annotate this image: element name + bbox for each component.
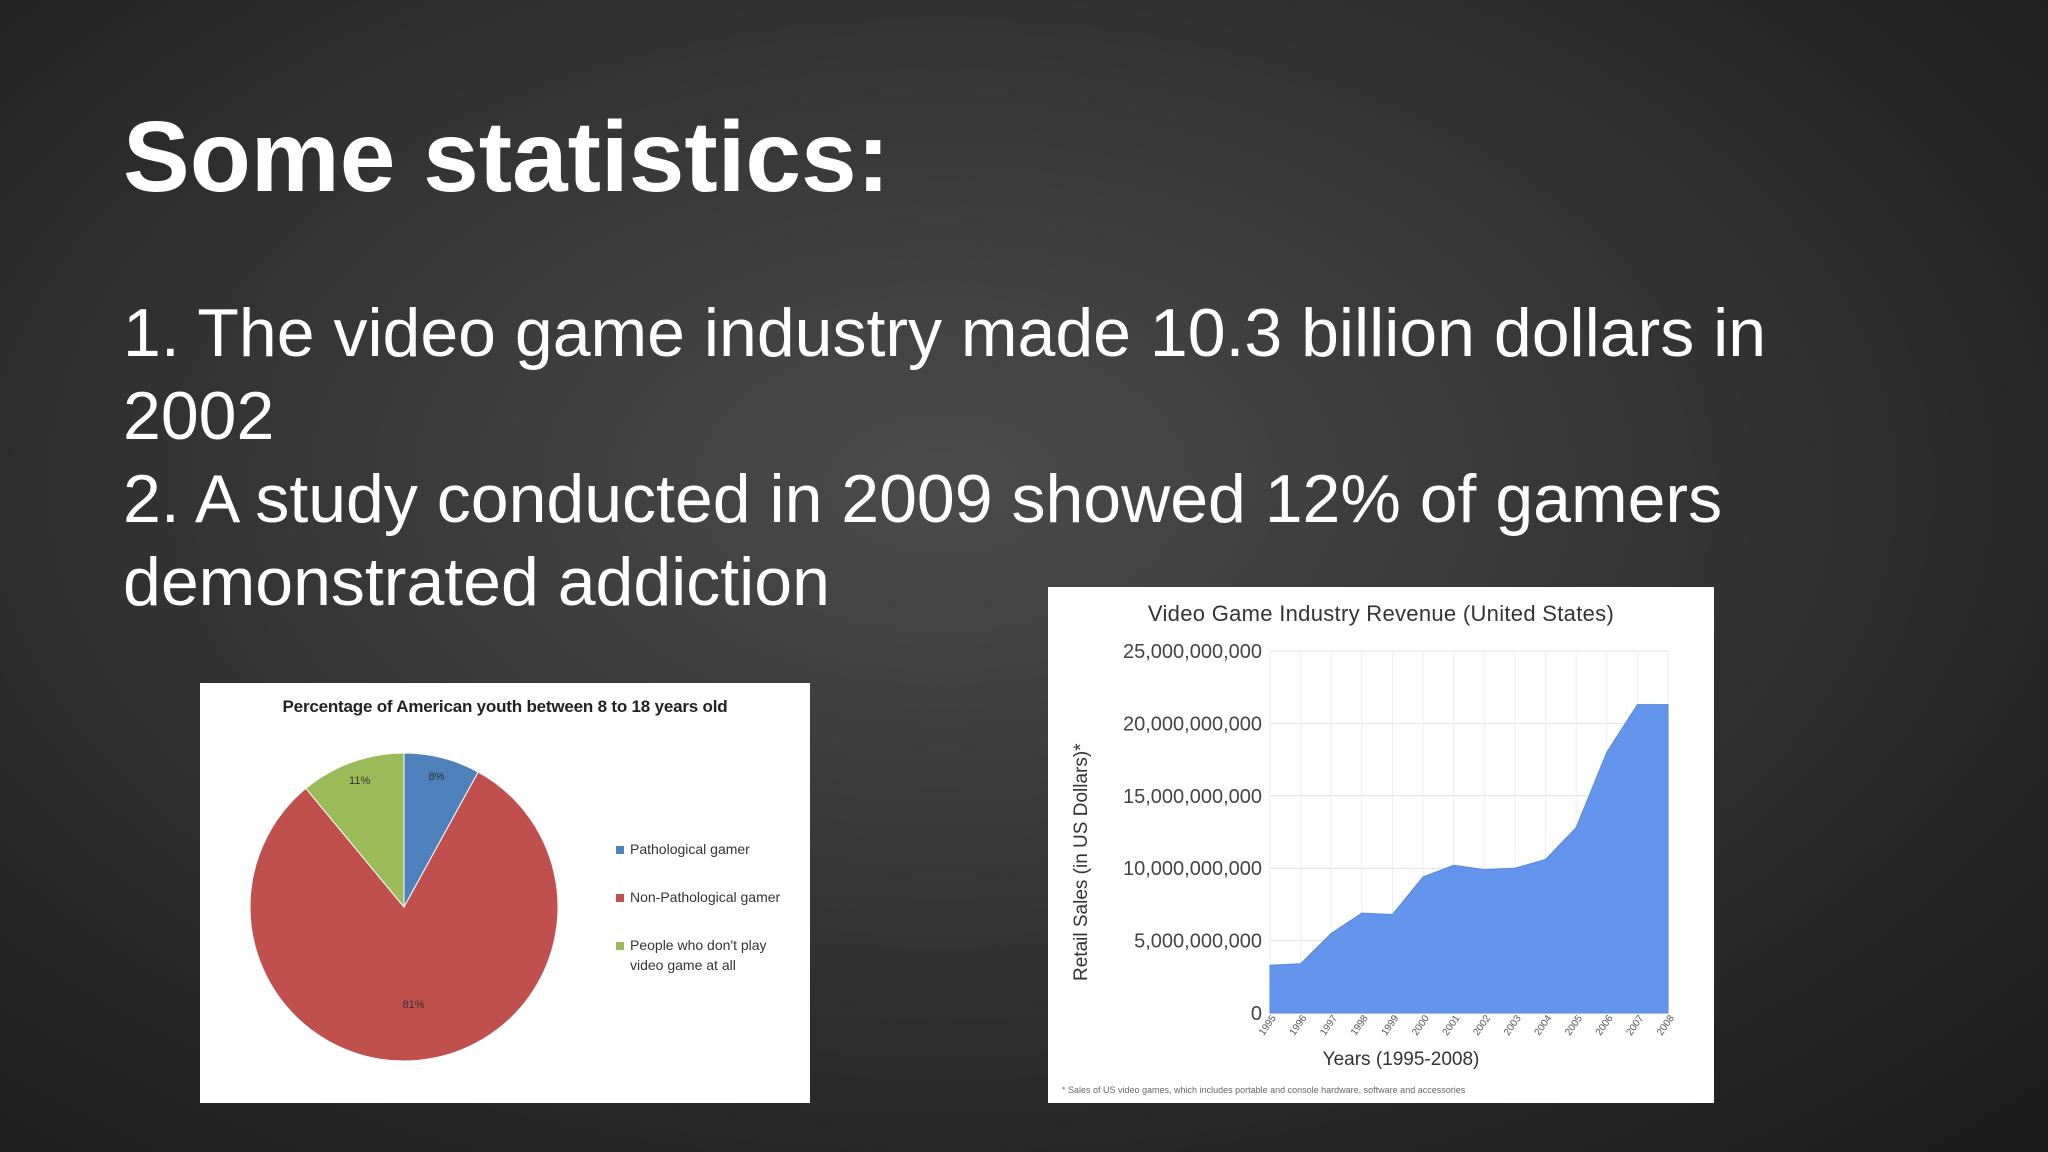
x-tick-label: 2007 — [1624, 1013, 1646, 1038]
y-tick-label: 5,000,000,000 — [1134, 931, 1262, 953]
legend-label-line2: video game at all — [630, 957, 736, 973]
x-tick-label: 2001 — [1441, 1013, 1463, 1038]
pie-data-label: 8% — [429, 771, 445, 783]
x-tick-label: 2003 — [1502, 1013, 1524, 1038]
x-tick-label: 1998 — [1349, 1013, 1371, 1038]
x-tick-label: 2006 — [1594, 1013, 1616, 1038]
legend-label: Pathological gamer — [630, 841, 750, 857]
body-line: 1. The video game industry made 10.3 bil… — [123, 295, 1767, 371]
pie-chart-title: Percentage of American youth between 8 t… — [282, 697, 728, 716]
y-tick-label: 0 — [1251, 1003, 1262, 1025]
revenue-area-series — [1269, 704, 1669, 1014]
legend-swatch — [616, 894, 624, 903]
pie-slice — [305, 752, 405, 909]
x-tick-label: 2002 — [1471, 1013, 1493, 1038]
pie-data-label: 81% — [403, 999, 425, 1011]
legend-item: Pathological gamer — [616, 839, 750, 859]
slide-body: 1. The video game industry made 10.3 bil… — [123, 292, 1823, 624]
revenue-chart-title: Video Game Industry Revenue (United Stat… — [1147, 601, 1615, 626]
pie-chart-panel: Percentage of American youth between 8 t… — [200, 683, 810, 1103]
legend-swatch — [616, 846, 624, 855]
revenue-x-axis-label: Years (1995-2008) — [1322, 1049, 1480, 1070]
slide-title: Some statistics: — [123, 101, 890, 213]
body-line: 2002 — [123, 378, 275, 454]
x-tick-label: 1996 — [1288, 1013, 1310, 1038]
y-tick-label: 20,000,000,000 — [1123, 713, 1262, 735]
legend-label: Non-Pathological gamer — [630, 889, 781, 905]
body-line: demonstrated addiction — [123, 544, 830, 620]
revenue-footnote: * Sales of US video games, which include… — [1062, 1085, 1466, 1095]
legend-item: People who don't play video game at all — [616, 935, 767, 975]
pie-chart: 8% 81% 11% — [249, 752, 559, 1062]
legend-label: People who don't play — [630, 937, 767, 953]
x-tick-label: 1997 — [1318, 1013, 1340, 1038]
legend-swatch — [616, 942, 624, 951]
y-tick-label: 15,000,000,000 — [1123, 786, 1262, 808]
x-tick-label: 2008 — [1655, 1013, 1677, 1038]
revenue-chart-panel: Video Game Industry Revenue (United Stat… — [1048, 587, 1714, 1103]
x-tick-label: 2000 — [1410, 1013, 1432, 1038]
y-tick-label: 25,000,000,000 — [1123, 641, 1262, 663]
pie-slice — [249, 771, 559, 1062]
x-tick-label: 2004 — [1533, 1013, 1555, 1038]
pie-data-label: 11% — [349, 775, 370, 787]
x-tick-label: 2005 — [1563, 1013, 1585, 1038]
revenue-y-axis-label: Retail Sales (in US Dollars)* — [1071, 743, 1092, 981]
revenue-area-chart: 0 5,000,000,000 10,000,000,000 15,000,000,0… — [1123, 641, 1677, 1038]
x-tick-label: 1999 — [1380, 1013, 1402, 1038]
body-line: 2. A study conducted in 2009 showed 12% … — [123, 461, 1723, 537]
y-tick-label: 10,000,000,000 — [1123, 858, 1262, 880]
legend-item: Non-Pathological gamer — [616, 887, 780, 907]
